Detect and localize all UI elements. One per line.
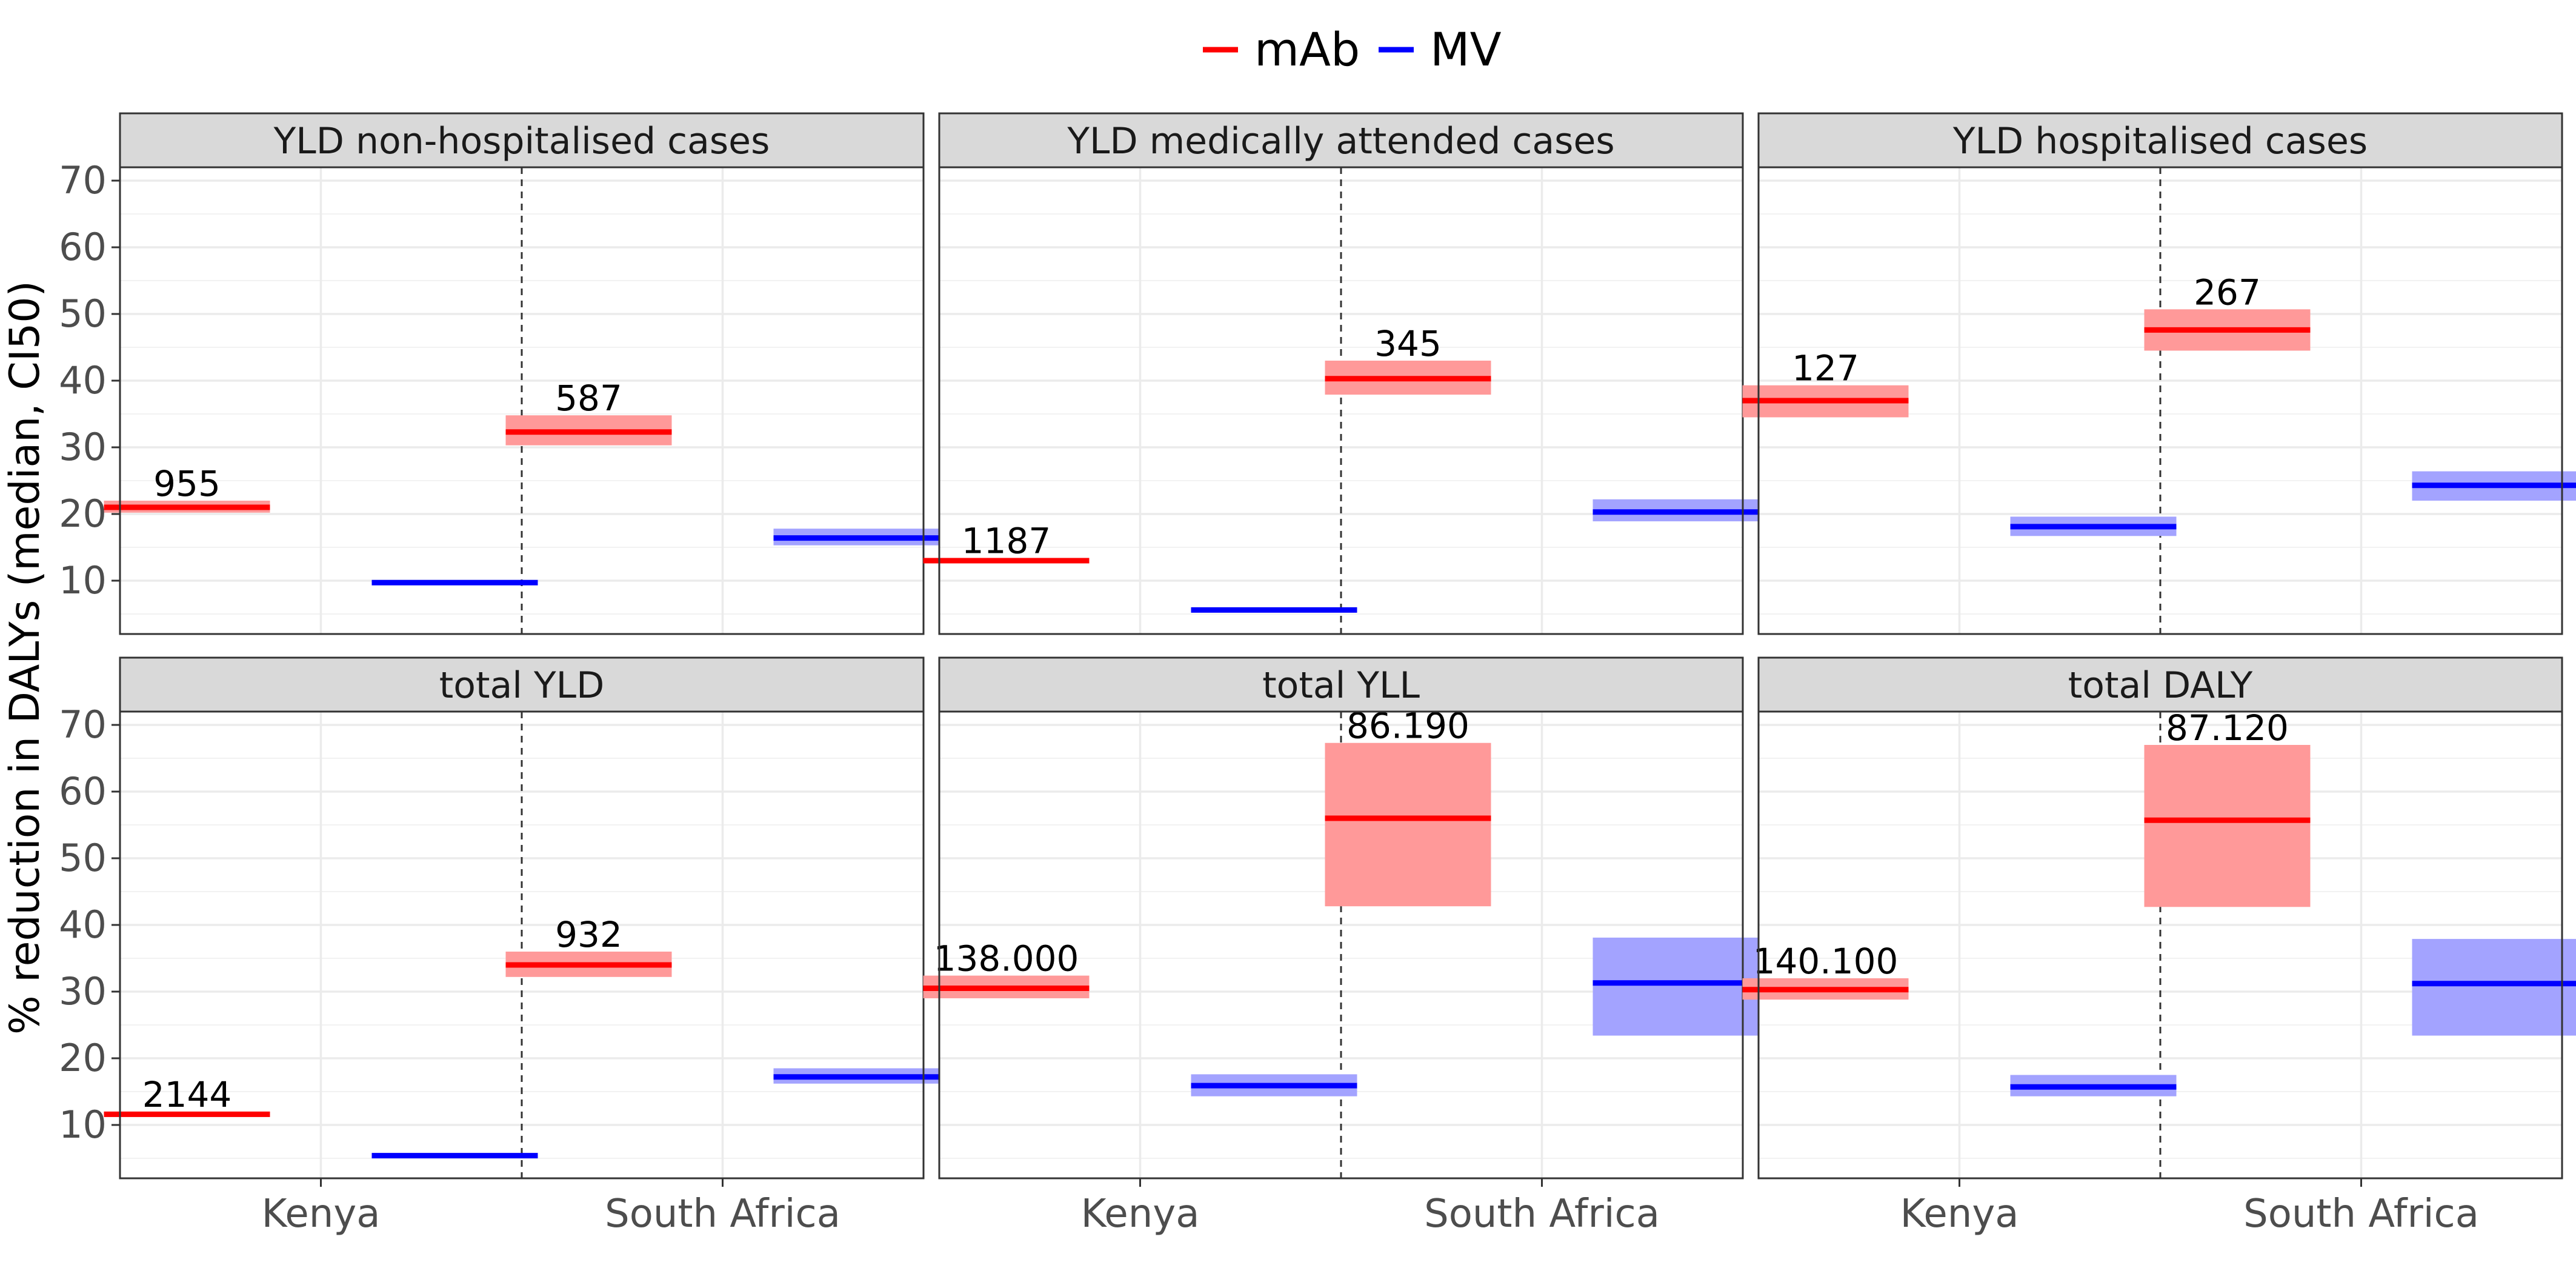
y-tick-label: 30 bbox=[59, 425, 107, 469]
panel-border bbox=[938, 710, 1744, 1180]
x-tick-label: South Africa bbox=[605, 1192, 840, 1236]
panel-border bbox=[1757, 166, 2563, 635]
data-label-south-africa: 87.120 bbox=[2166, 707, 2289, 749]
y-tick-label: 20 bbox=[59, 1036, 107, 1080]
y-tick-label: 50 bbox=[59, 292, 107, 336]
legend-label-mab: mAb bbox=[1254, 22, 1360, 76]
facet-title: total YLD bbox=[439, 664, 605, 707]
ci-band-mv-south-africa bbox=[2412, 939, 2576, 1036]
facet-strip bbox=[938, 112, 1744, 169]
facet-title: total DALY bbox=[2068, 664, 2253, 707]
data-label-kenya: 138.000 bbox=[934, 938, 1079, 979]
x-tick-label: Kenya bbox=[1900, 1192, 2019, 1236]
facet-strip bbox=[119, 656, 925, 713]
data-label-south-africa: 345 bbox=[1374, 323, 1442, 364]
facet-title: YLD hospitalised cases bbox=[1952, 120, 2368, 162]
y-tick-label: 70 bbox=[59, 702, 107, 747]
data-label-kenya: 2144 bbox=[142, 1074, 232, 1115]
x-tick-label: South Africa bbox=[1424, 1192, 1660, 1236]
y-axis-title: % reduction in DALYs (median, CI50) bbox=[1, 281, 49, 1035]
data-label-kenya: 1187 bbox=[962, 521, 1051, 562]
y-tick-label: 10 bbox=[59, 558, 107, 602]
data-label-south-africa: 932 bbox=[555, 914, 622, 955]
y-tick-label: 30 bbox=[59, 969, 107, 1013]
data-label-south-africa: 587 bbox=[555, 378, 622, 419]
y-tick-label: 10 bbox=[59, 1103, 107, 1147]
data-label-kenya: 127 bbox=[1792, 348, 1859, 389]
y-tick-label: 60 bbox=[59, 225, 107, 269]
y-tick-label: 40 bbox=[59, 358, 107, 402]
facet-strip bbox=[1757, 112, 2563, 169]
y-tick-label: 60 bbox=[59, 769, 107, 813]
y-tick-label: 50 bbox=[59, 836, 107, 880]
panel-border bbox=[119, 166, 925, 635]
data-label-kenya: 140.100 bbox=[1753, 941, 1899, 982]
data-label-kenya: 955 bbox=[153, 463, 221, 504]
ci-band-mab-south-africa bbox=[1325, 742, 1491, 907]
facet-strip bbox=[119, 112, 925, 169]
facet-title: YLD non-hospitalised cases bbox=[273, 120, 770, 162]
x-tick-label: South Africa bbox=[2243, 1192, 2479, 1236]
x-tick-label: Kenya bbox=[262, 1192, 381, 1236]
x-tick-label: Kenya bbox=[1081, 1192, 1200, 1236]
legend-label-mv: MV bbox=[1430, 22, 1502, 76]
ci-band-mv-south-africa bbox=[1593, 937, 1759, 1036]
data-label-south-africa: 267 bbox=[2194, 272, 2261, 313]
ci-band-mab-south-africa bbox=[2144, 745, 2311, 907]
y-tick-label: 70 bbox=[59, 158, 107, 202]
facet-title: total YLL bbox=[1262, 664, 1420, 707]
y-tick-label: 40 bbox=[59, 903, 107, 947]
panel-border bbox=[1757, 710, 2563, 1180]
facet-title: YLD medically attended cases bbox=[1067, 120, 1614, 162]
panel-border bbox=[119, 710, 925, 1180]
y-tick-label: 20 bbox=[59, 492, 107, 536]
